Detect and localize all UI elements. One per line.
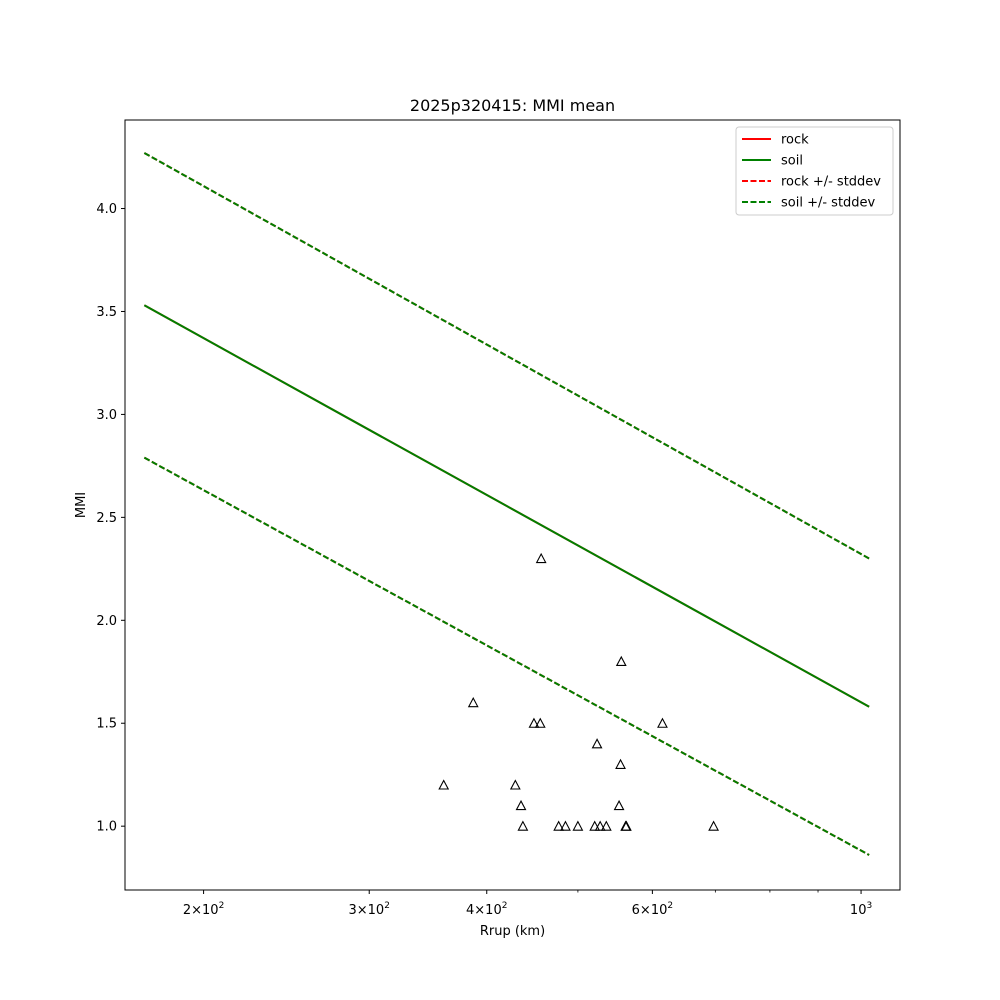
y-tick-label-2: 2.0 xyxy=(96,614,117,629)
observation-point-13 xyxy=(594,820,606,831)
series-line-3 xyxy=(143,152,870,560)
legend-entries: rock soil rock +/- stddev soil +/- stddev xyxy=(742,133,881,211)
legend-label-0: rock xyxy=(781,133,809,148)
x-axis: 2×102 3×102 4×102 6×102 103 xyxy=(183,890,872,918)
y-axis-label: MMI xyxy=(74,492,89,518)
observation-point-14 xyxy=(600,820,612,831)
observation-point-5 xyxy=(528,717,540,728)
legend-box xyxy=(735,126,894,216)
x-axis-label: Rrup (km) xyxy=(480,924,545,939)
legend-label-3: soil +/- stddev xyxy=(781,196,876,211)
legend-label-1: soil xyxy=(781,154,803,169)
observation-point-1 xyxy=(467,696,479,708)
observation-point-2 xyxy=(509,779,521,790)
series-line-1 xyxy=(143,304,870,708)
observation-point-11 xyxy=(589,820,601,831)
observation-point-4 xyxy=(517,820,529,831)
x-tick-label-2: 4×102 xyxy=(466,901,507,918)
observation-point-15 xyxy=(613,799,625,811)
chart-title: 2025p320415: MMI mean xyxy=(410,96,615,115)
observation-point-12 xyxy=(591,738,603,749)
observation-point-6 xyxy=(534,717,546,728)
observation-point-19 xyxy=(620,820,632,831)
observation-point-3 xyxy=(515,799,527,811)
x-tick-label-0: 2×102 xyxy=(183,901,224,918)
series-line-3-lower xyxy=(143,456,870,856)
series-layer xyxy=(143,152,870,856)
observation-point-21 xyxy=(708,820,720,831)
y-tick-label-3: 2.5 xyxy=(96,511,117,526)
observation-point-20 xyxy=(657,717,668,728)
observation-point-8 xyxy=(553,820,565,831)
observation-point-7 xyxy=(535,552,547,564)
observation-point-0 xyxy=(438,779,450,790)
y-axis: 1.0 1.5 2.0 2.5 3.0 3.5 4.0 xyxy=(96,202,125,835)
y-tick-label-5: 3.5 xyxy=(96,305,117,320)
axes-frame xyxy=(124,119,901,891)
x-tick-label-4: 103 xyxy=(850,901,872,918)
plot-area xyxy=(124,119,901,891)
x-tick-label-3: 6×102 xyxy=(632,901,673,918)
observation-point-9 xyxy=(560,820,571,831)
legend-label-2: rock +/- stddev xyxy=(781,175,881,190)
observation-points xyxy=(438,552,720,831)
observation-point-10 xyxy=(572,820,584,831)
y-tick-label-0: 1.0 xyxy=(96,820,117,835)
observation-point-16 xyxy=(615,758,626,769)
legend: rock soil rock +/- stddev soil +/- stddev xyxy=(735,126,894,216)
x-tick-label-1: 3×102 xyxy=(348,901,389,918)
y-tick-label-4: 3.0 xyxy=(96,408,117,423)
y-tick-label-6: 4.0 xyxy=(96,202,117,217)
y-tick-label-1: 1.5 xyxy=(96,717,117,732)
observation-point-17 xyxy=(615,655,627,667)
